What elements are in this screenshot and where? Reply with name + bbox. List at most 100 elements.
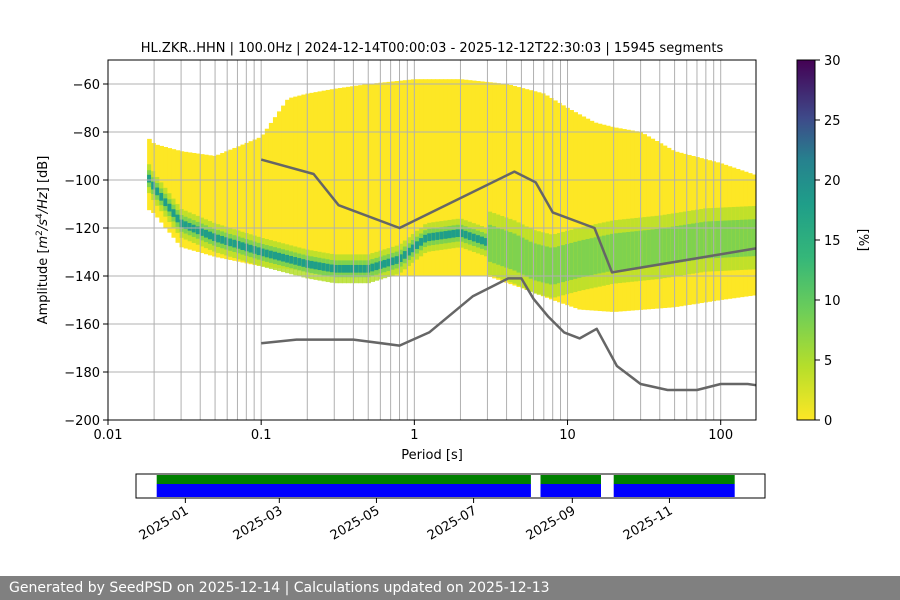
density-column bbox=[581, 116, 587, 310]
density-column bbox=[297, 95, 302, 271]
colorbar-tick-label: 15 bbox=[824, 234, 841, 249]
density-column bbox=[439, 79, 445, 276]
density-core bbox=[207, 231, 213, 240]
x-tick-label: 0.01 bbox=[94, 428, 123, 443]
x-axis-label: Period [s] bbox=[401, 448, 463, 463]
density-core bbox=[179, 219, 185, 228]
plot-gridlines bbox=[107, 60, 756, 421]
density-band bbox=[699, 222, 704, 260]
density-column bbox=[309, 92, 315, 272]
density-column bbox=[605, 125, 611, 312]
density-core bbox=[451, 229, 457, 238]
density-column bbox=[167, 148, 173, 233]
density-band bbox=[743, 219, 749, 257]
density-core bbox=[362, 264, 367, 273]
density-core bbox=[455, 229, 461, 238]
density-band bbox=[512, 233, 518, 271]
density-band bbox=[557, 246, 562, 284]
density-core bbox=[220, 235, 225, 244]
density-core bbox=[175, 214, 181, 223]
density-column bbox=[187, 152, 193, 250]
density-column bbox=[402, 80, 408, 276]
y-tick-label: −80 bbox=[73, 126, 100, 141]
density-band bbox=[581, 239, 587, 277]
density-core bbox=[333, 264, 339, 273]
density-band bbox=[544, 246, 550, 284]
density-column bbox=[496, 83, 501, 280]
density-core bbox=[281, 253, 286, 262]
density-column bbox=[272, 117, 278, 268]
density-core bbox=[398, 254, 404, 262]
density-core bbox=[406, 247, 412, 256]
density-band bbox=[573, 241, 578, 279]
density-core bbox=[346, 264, 351, 273]
density-band bbox=[739, 219, 745, 257]
density-band bbox=[670, 226, 676, 264]
colorbar-tick-label: 25 bbox=[824, 114, 841, 129]
density-band bbox=[532, 243, 538, 281]
density-column bbox=[325, 89, 331, 273]
availability-date-label: 2025-01 bbox=[137, 503, 192, 543]
density-column bbox=[557, 102, 562, 303]
availability-present-bar bbox=[613, 475, 735, 484]
density-column bbox=[171, 149, 177, 238]
density-band bbox=[658, 228, 664, 266]
density-column bbox=[548, 97, 554, 300]
density-core bbox=[313, 261, 319, 270]
density-core bbox=[155, 187, 160, 196]
colorbar-tick-label: 30 bbox=[824, 54, 841, 69]
density-core bbox=[203, 229, 209, 238]
density-core bbox=[171, 209, 177, 217]
density-core bbox=[471, 233, 477, 242]
density-core bbox=[264, 249, 270, 258]
availability-date-label: 2025-09 bbox=[524, 503, 579, 543]
footer-generated-note: Generated by SeedPSD on 2025-12-14 | Cal… bbox=[0, 576, 900, 600]
density-core bbox=[252, 246, 258, 254]
density-core bbox=[463, 230, 469, 239]
density-column bbox=[191, 152, 197, 251]
density-core bbox=[224, 237, 229, 245]
y-tick-label: −200 bbox=[64, 414, 100, 429]
density-core bbox=[187, 223, 193, 231]
y-tick-label: −100 bbox=[64, 174, 100, 189]
density-core bbox=[354, 264, 359, 273]
density-band bbox=[646, 229, 652, 267]
colorbar: 0 5 10 15 20 25 30 [%] bbox=[796, 54, 870, 429]
density-column bbox=[484, 81, 489, 276]
density-column bbox=[463, 79, 469, 276]
density-core bbox=[289, 255, 294, 264]
density-core bbox=[447, 230, 453, 239]
density-band bbox=[662, 227, 668, 265]
density-band bbox=[715, 220, 721, 258]
density-column bbox=[321, 90, 327, 273]
density-column bbox=[382, 82, 388, 276]
density-core bbox=[443, 231, 449, 239]
density-core bbox=[277, 252, 282, 261]
density-core bbox=[309, 260, 315, 269]
colorbar-ticks: 0 5 10 15 20 25 30 bbox=[815, 54, 841, 429]
density-core bbox=[435, 232, 440, 240]
availability-segment-bar bbox=[156, 484, 531, 497]
x-tick-label: 100 bbox=[708, 428, 733, 443]
density-column bbox=[467, 80, 473, 276]
density-core bbox=[419, 238, 424, 246]
density-column bbox=[455, 79, 461, 276]
density-column bbox=[532, 91, 538, 294]
density-column bbox=[285, 99, 290, 269]
density-band bbox=[553, 247, 558, 285]
density-core bbox=[321, 263, 327, 271]
density-core bbox=[191, 224, 197, 233]
density-column bbox=[475, 81, 481, 277]
density-column bbox=[394, 81, 400, 276]
x-tick-label: 0.1 bbox=[251, 428, 272, 443]
density-column bbox=[390, 81, 396, 276]
density-band bbox=[727, 220, 733, 258]
density-core bbox=[410, 244, 416, 253]
colorbar-tick-label: 20 bbox=[824, 174, 841, 189]
density-core bbox=[431, 232, 436, 241]
density-band bbox=[751, 219, 756, 257]
density-column bbox=[589, 120, 595, 311]
density-column bbox=[597, 123, 603, 312]
density-core bbox=[268, 250, 274, 259]
